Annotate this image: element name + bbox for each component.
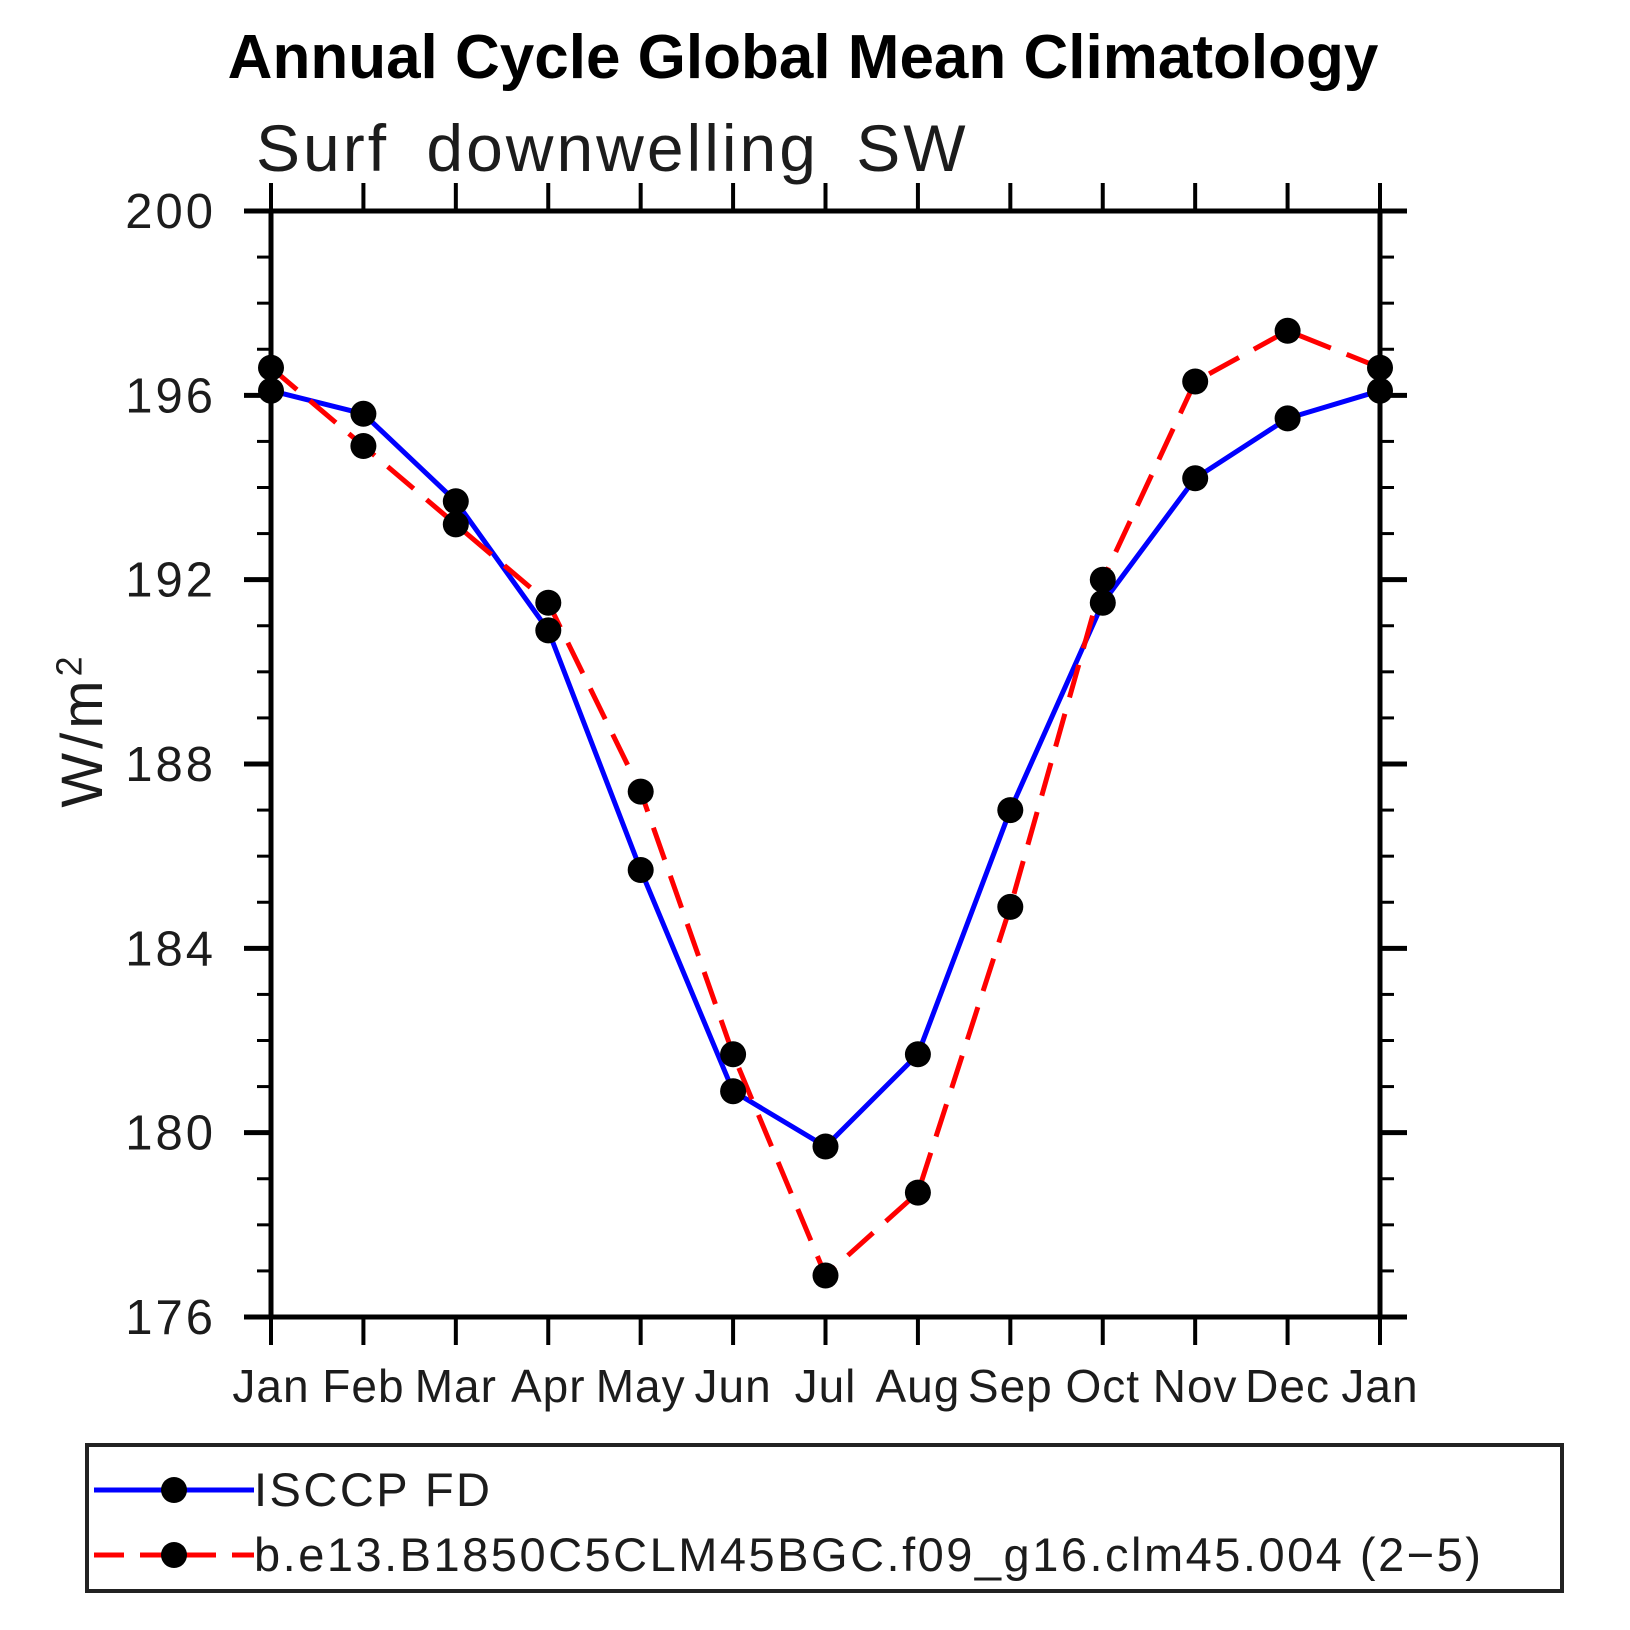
x-axis-tick-label: Apr (511, 1360, 586, 1412)
x-axis-tick-label: Dec (1245, 1360, 1330, 1412)
data-point-marker (904, 1041, 931, 1068)
legend-label-isccp: ISCCP FD (254, 1463, 493, 1516)
x-axis-tick-label: Jun (694, 1360, 771, 1412)
series-line-isccp (270, 388, 1381, 1150)
x-axis-tick-label: Jul (795, 1360, 857, 1412)
data-point-marker (350, 400, 377, 427)
y-axis-tick-label: 200 (125, 185, 216, 239)
legend-entry-model: b.e13.B1850C5CLM45BGC.f09_g16.clm45.004 … (89, 1526, 1560, 1584)
x-axis-tick-label: May (596, 1360, 686, 1412)
data-point-marker (258, 377, 284, 404)
legend-box: ISCCP FD b.e13.B1850C5CLM45BGC.f09_g16.c… (85, 1443, 1564, 1593)
y-axis-tick-label: 180 (125, 1107, 216, 1161)
y-axis-tick-label: 176 (125, 1291, 216, 1345)
data-point-marker (535, 589, 562, 616)
legend-line-model-sample (94, 1542, 254, 1568)
x-axis-tick-label: Aug (875, 1360, 960, 1412)
x-axis-tick-label: Sep (968, 1360, 1053, 1412)
chart-title: Annual Cycle Global Mean Climatology (227, 23, 1379, 92)
data-point-marker (997, 797, 1024, 824)
y-axis-tick-label: 192 (125, 554, 216, 608)
data-point-marker (258, 354, 284, 381)
data-point-marker (904, 1179, 931, 1206)
data-point-marker (1367, 354, 1393, 381)
legend-line-isccp-sample (94, 1477, 254, 1503)
y-axis-tick-label: 184 (125, 922, 216, 976)
data-point-marker (997, 893, 1024, 920)
data-point-marker (350, 433, 377, 459)
legend-sample-marker (161, 1477, 187, 1503)
data-point-marker (1367, 377, 1393, 404)
legend-label-model: b.e13.B1850C5CLM45BGC.f09_g16.clm45.004 … (254, 1528, 1484, 1581)
data-point-marker (627, 778, 654, 805)
data-point-marker (1182, 465, 1209, 492)
x-axis-tick-label: Jan (1341, 1360, 1418, 1412)
data-point-marker (535, 617, 562, 644)
data-point-marker (720, 1078, 747, 1105)
x-axis-tick-label: Feb (322, 1360, 404, 1412)
data-point-marker (1089, 566, 1116, 593)
data-point-marker (812, 1133, 839, 1160)
data-point-marker (442, 488, 469, 515)
data-point-marker (812, 1262, 839, 1289)
data-point-marker (1089, 589, 1116, 616)
data-point-marker (1182, 368, 1209, 395)
x-axis-tick-label: Nov (1153, 1360, 1238, 1412)
data-point-marker (1274, 317, 1301, 344)
x-axis-tick-label: Oct (1065, 1360, 1140, 1412)
data-point-marker (1274, 405, 1301, 432)
chart-subtitle: Surf downwelling SW (256, 111, 969, 185)
y-axis-tick-label: 196 (125, 369, 216, 423)
data-point-marker (720, 1041, 747, 1068)
data-point-marker (442, 511, 469, 538)
data-point-marker (627, 857, 654, 883)
x-axis-tick-label: Mar (415, 1360, 497, 1412)
y-axis-tick-label: 188 (125, 738, 216, 792)
x-axis-tick-label: Jan (232, 1360, 309, 1412)
plot-frame (268, 208, 1383, 1320)
legend-entry-isccp: ISCCP FD (89, 1461, 1560, 1519)
legend-sample-marker (161, 1542, 187, 1568)
